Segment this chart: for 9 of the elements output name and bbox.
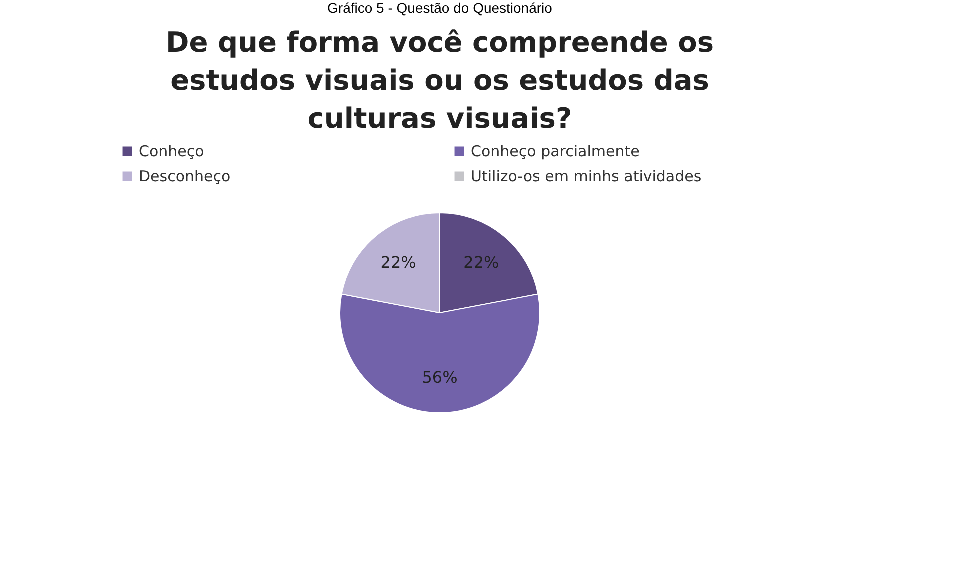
chart-title: De que forma você compreende os estudos visuais ou os estudos das culturas visuais? bbox=[166, 26, 714, 135]
legend-label: Conheço parcialmente bbox=[471, 142, 640, 161]
legend-label: Desconheço bbox=[139, 168, 231, 186]
data-label: 22% bbox=[464, 252, 500, 272]
legend-label: Conheço bbox=[139, 142, 204, 161]
legend-label: Utilizo-os em minhs atividades bbox=[471, 168, 702, 186]
text: Gráfico 5 - Questão do Questionário bbox=[328, 0, 553, 16]
data-label: 22% bbox=[380, 252, 416, 272]
data-label: 56% bbox=[422, 368, 458, 387]
